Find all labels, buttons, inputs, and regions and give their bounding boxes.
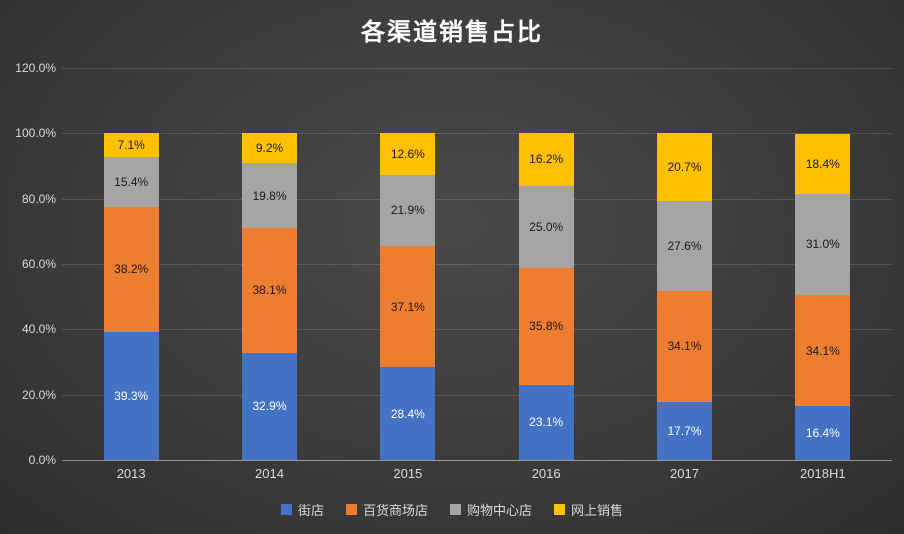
bar-segment: 32.9% bbox=[242, 352, 297, 460]
legend-label: 百货商场店 bbox=[362, 503, 428, 518]
bar-segment: 38.2% bbox=[103, 206, 159, 332]
data-label: 16.4% bbox=[805, 426, 840, 441]
bar-segment: 38.1% bbox=[242, 228, 297, 353]
y-tick-label: 20.0% bbox=[21, 387, 56, 402]
gridline bbox=[62, 394, 892, 396]
bar-segment: 31.0% bbox=[795, 193, 851, 296]
data-label: 35.8% bbox=[529, 319, 564, 334]
y-tick-label: 0.0% bbox=[28, 453, 56, 467]
bar-segment: 27.6% bbox=[657, 200, 712, 291]
bar-segment: 25.0% bbox=[518, 185, 574, 268]
legend-item: 街店 bbox=[280, 500, 324, 519]
bar-segment: 12.6% bbox=[380, 133, 436, 175]
bar-segment: 35.8% bbox=[518, 267, 574, 385]
y-tick-label: 40.0% bbox=[21, 322, 56, 337]
legend-swatch bbox=[554, 504, 566, 515]
data-label: 28.4% bbox=[390, 406, 425, 421]
chart-title: 各渠道销售占比 bbox=[361, 19, 543, 46]
data-label: 39.3% bbox=[114, 388, 149, 403]
x-axis-line bbox=[62, 460, 892, 461]
data-label: 37.1% bbox=[390, 299, 425, 314]
data-label: 34.1% bbox=[667, 339, 702, 354]
bar-segment: 18.4% bbox=[795, 133, 851, 194]
data-label: 21.9% bbox=[390, 203, 425, 218]
legend-item: 网上销售 bbox=[554, 500, 623, 519]
bar-segment: 7.1% bbox=[103, 133, 159, 157]
y-axis: 0.0% 20.0% 40.0% 60.0% 80.0% 100.0% 120.0% bbox=[0, 61, 56, 467]
gridline bbox=[62, 133, 892, 135]
legend-label: 网上销售 bbox=[571, 503, 624, 518]
data-label: 38.2% bbox=[114, 262, 149, 277]
legend-swatch bbox=[280, 504, 292, 515]
data-label: 38.1% bbox=[252, 283, 287, 298]
bar-segment: 15.4% bbox=[103, 156, 159, 207]
data-label: 15.4% bbox=[114, 174, 149, 189]
legend-label: 街店 bbox=[297, 503, 324, 518]
data-label: 12.6% bbox=[390, 146, 425, 161]
data-label: 20.7% bbox=[667, 159, 702, 174]
bar-segment: 16.4% bbox=[795, 406, 851, 460]
bar-segment: 20.7% bbox=[657, 133, 712, 201]
y-tick-label: 80.0% bbox=[21, 191, 56, 206]
data-label: 25.0% bbox=[529, 219, 564, 234]
bar-segment: 16.2% bbox=[518, 133, 574, 186]
data-label: 19.8% bbox=[252, 188, 287, 203]
data-label: 23.1% bbox=[529, 415, 564, 430]
x-tick-label: 2013 bbox=[116, 466, 146, 481]
y-tick-label: 100.0% bbox=[15, 126, 56, 141]
bar-segment: 23.1% bbox=[518, 384, 574, 460]
legend-item: 百货商场店 bbox=[345, 500, 428, 519]
data-label: 7.1% bbox=[117, 137, 145, 152]
gridline bbox=[62, 68, 892, 69]
bar-segment: 34.1% bbox=[657, 290, 712, 403]
bar-segment: 37.1% bbox=[380, 246, 436, 368]
x-tick-label: 2017 bbox=[670, 466, 699, 481]
bar-segment: 9.2% bbox=[242, 133, 297, 164]
data-label: 31.0% bbox=[805, 237, 840, 252]
data-label: 16.2% bbox=[529, 152, 564, 167]
legend-swatch bbox=[450, 504, 461, 515]
data-label: 27.6% bbox=[667, 238, 702, 253]
x-tick-label: 2014 bbox=[255, 466, 284, 481]
y-tick-label: 60.0% bbox=[21, 257, 56, 271]
x-tick-label: 2015 bbox=[393, 466, 423, 481]
bar-segment: 19.8% bbox=[242, 163, 297, 229]
x-tick-label: 2018H1 bbox=[800, 466, 846, 481]
bar-segment: 28.4% bbox=[380, 367, 436, 460]
x-axis: 2013 2014 2015 2016 2017 2018H1 bbox=[62, 466, 892, 486]
bar-segment: 34.1% bbox=[795, 295, 851, 407]
gridline bbox=[62, 198, 892, 200]
data-label: 9.2% bbox=[255, 141, 284, 156]
data-label: 34.1% bbox=[805, 343, 840, 358]
legend-swatch bbox=[345, 504, 357, 515]
legend: 街店 百货商场店 购物中心店 网上销售 bbox=[0, 500, 904, 519]
data-label: 18.4% bbox=[805, 156, 840, 171]
x-tick-label: 2016 bbox=[531, 466, 561, 481]
plot-area: 39.3% 38.2% 15.4% 7.1% 32.9% 38.1% 19.8% 9.2% 28… bbox=[62, 68, 892, 461]
data-label: 17.7% bbox=[667, 424, 702, 439]
bar-segment: 17.7% bbox=[657, 402, 712, 460]
bar-segment: 21.9% bbox=[380, 174, 436, 247]
legend-label: 购物中心店 bbox=[467, 503, 533, 518]
bar-segment: 39.3% bbox=[103, 331, 159, 460]
y-tick-label: 120.0% bbox=[15, 61, 56, 75]
legend-item: 购物中心店 bbox=[450, 500, 532, 519]
data-label: 32.9% bbox=[252, 399, 287, 414]
gridline bbox=[62, 329, 892, 331]
gridline bbox=[62, 264, 892, 265]
